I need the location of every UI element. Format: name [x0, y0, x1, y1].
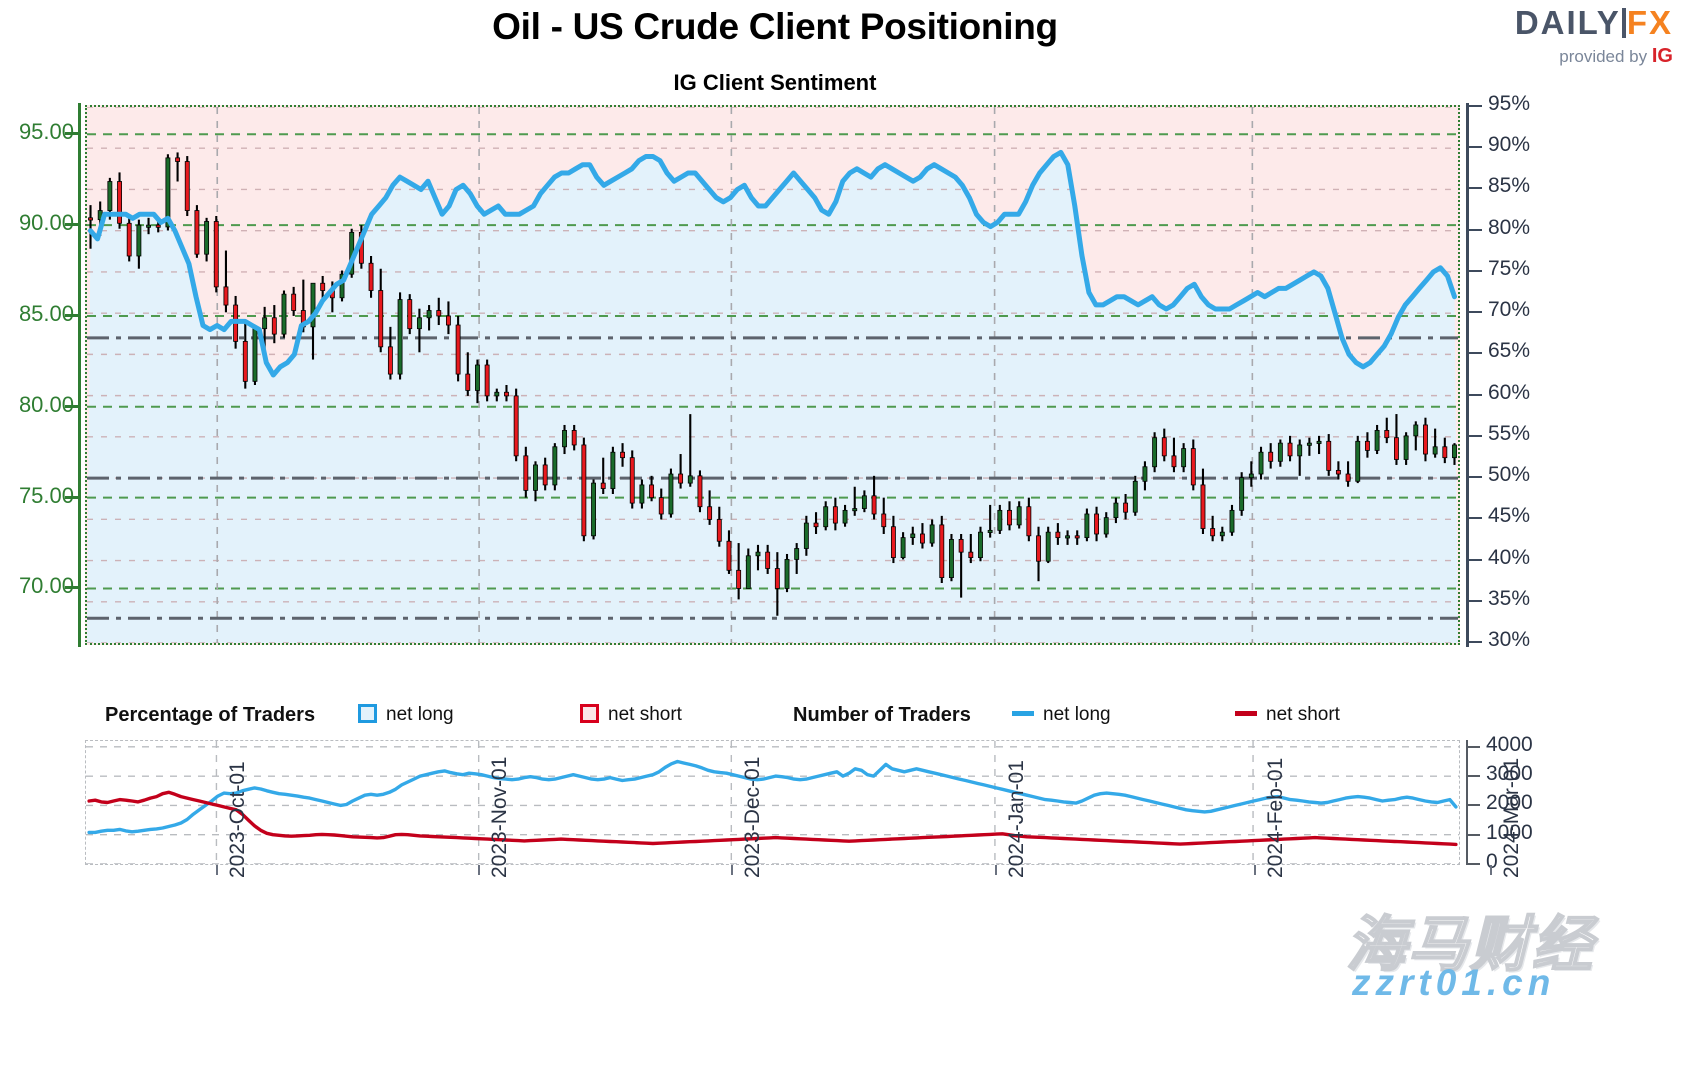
legend-pct-net-long-label: net long — [386, 704, 454, 725]
legend-number-title: Number of Traders — [793, 704, 971, 726]
x-axis-tick — [215, 865, 218, 875]
price-axis-label: 90.00 — [18, 210, 74, 236]
chart-subtitle: IG Client Sentiment — [673, 70, 877, 95]
watermark-cn-text: 海马财经 — [1345, 910, 1594, 979]
dailyfx-logo: DAILY FX provided by IG — [1515, 6, 1673, 68]
traders-axis-spine — [1466, 740, 1468, 865]
percent-axis-label: 65% — [1488, 339, 1531, 363]
traders-axis-label: 3000 — [1486, 762, 1533, 786]
traders-axis-tick — [1468, 833, 1480, 836]
percent-axis-label: 45% — [1488, 504, 1531, 528]
price-axis-tick — [65, 313, 79, 317]
percent-axis-label: 50% — [1488, 463, 1531, 487]
traders-axis-label: 1000 — [1486, 820, 1533, 844]
percent-axis-tick — [1469, 393, 1482, 396]
price-axis-tick — [65, 586, 79, 590]
percent-axis-label: 55% — [1488, 421, 1531, 445]
percent-axis-tick — [1469, 146, 1482, 149]
logo-fx-text: FX — [1626, 4, 1673, 41]
percent-axis-tick — [1469, 476, 1482, 479]
price-axis-tick — [65, 132, 79, 136]
provided-by-text: provided by — [1559, 47, 1648, 66]
price-axis-tick — [65, 223, 79, 227]
number-of-traders-plot — [85, 740, 1460, 865]
x-axis-tick — [995, 865, 998, 875]
price-axis-tick — [65, 495, 79, 499]
watermark-url-text: zzrt01.cn — [1352, 962, 1556, 1003]
x-axis-tick — [478, 865, 481, 875]
logo-candle-bar-icon — [1621, 8, 1626, 38]
percent-axis-label: 70% — [1488, 298, 1531, 322]
price-axis-label: 70.00 — [18, 573, 74, 599]
percent-axis-tick — [1469, 599, 1482, 602]
price-axis-label: 95.00 — [18, 119, 74, 145]
net-short-swatch-icon — [580, 704, 599, 723]
price-axis-label: 80.00 — [18, 391, 74, 417]
watermark: 海马财经 zzrt01.cn — [1338, 900, 1683, 1070]
legend-pct-net-short[interactable]: net short — [580, 704, 682, 726]
x-axis-date-label: 2024-Feb-01 — [1263, 757, 1287, 878]
traders-axis-tick — [1468, 863, 1480, 865]
net-short-line-icon — [1235, 711, 1257, 716]
percent-axis-tick — [1469, 434, 1482, 437]
net-long-swatch-icon — [358, 704, 377, 723]
percent-axis-label: 95% — [1488, 92, 1531, 115]
traders-axis-tick — [1468, 775, 1480, 778]
percent-axis-tick — [1469, 558, 1482, 561]
sentiment-price-plot — [85, 105, 1460, 645]
percent-axis-label: 85% — [1488, 174, 1531, 198]
legend-pct-net-long[interactable]: net long — [358, 704, 454, 726]
price-axis-label: 85.00 — [18, 300, 74, 326]
price-axis-label: 75.00 — [18, 482, 74, 508]
legend-num-net-long[interactable]: net long — [1012, 704, 1111, 726]
x-axis-tick — [1490, 865, 1493, 875]
percent-axis-label: 90% — [1488, 133, 1531, 157]
percent-axis-tick — [1469, 517, 1482, 520]
price-axis-tick — [65, 404, 79, 408]
percent-axis-tick — [1469, 311, 1482, 314]
provided-by-line: provided by IG — [1515, 45, 1673, 68]
percent-axis-tick — [1469, 641, 1482, 643]
chart-legend: Percentage of Traders net long net short… — [0, 700, 1689, 732]
percent-axis-label: 40% — [1488, 545, 1531, 569]
x-axis-date-label: 2024-Mar-01 — [1500, 757, 1524, 878]
x-axis-date-label: 2023-Oct-01 — [225, 761, 249, 878]
chart-header: Oil - US Crude Client Positioning IG Cli… — [0, 0, 1689, 100]
net-long-line-icon — [1012, 711, 1034, 716]
percent-axis-label: 60% — [1488, 380, 1531, 404]
percent-axis-tick — [1469, 228, 1482, 231]
x-axis-date-label: 2024-Jan-01 — [1005, 760, 1029, 878]
legend-num-net-long-label: net long — [1043, 704, 1111, 725]
traders-axis-label: 2000 — [1486, 791, 1533, 815]
legend-num-net-short-label: net short — [1266, 704, 1340, 725]
main-plot-canvas — [87, 107, 1458, 643]
percent-axis-label: 35% — [1488, 586, 1531, 610]
percent-axis-tick — [1469, 187, 1482, 190]
page-title: Oil - US Crude Client Positioning — [492, 6, 1058, 47]
traders-axis-tick — [1468, 745, 1480, 748]
percent-axis-label: 80% — [1488, 215, 1531, 239]
legend-percentage-title: Percentage of Traders — [105, 704, 316, 726]
traders-axis-label: 4000 — [1486, 732, 1533, 756]
percent-axis-label: 75% — [1488, 256, 1531, 280]
ig-text: IG — [1651, 45, 1673, 67]
percent-axis-tick — [1469, 105, 1482, 107]
legend-num-net-short[interactable]: net short — [1235, 704, 1340, 726]
price-axis-spine — [78, 103, 81, 647]
x-axis-tick — [731, 865, 734, 875]
x-axis-tick — [1253, 865, 1256, 875]
percent-axis-tick — [1469, 352, 1482, 355]
x-axis-date-label: 2023-Dec-01 — [741, 756, 765, 878]
legend-pct-net-short-label: net short — [608, 704, 682, 725]
percent-axis-spine — [1466, 103, 1469, 647]
dailyfx-wordmark: DAILY FX — [1515, 6, 1673, 39]
logo-daily-text: DAILY — [1514, 4, 1621, 41]
x-axis-date-label: 2023-Nov-01 — [488, 756, 512, 878]
percent-axis-label: 30% — [1488, 628, 1531, 651]
sub-plot-canvas — [86, 741, 1459, 864]
traders-axis-tick — [1468, 804, 1480, 807]
traders-axis-label: 0 — [1486, 850, 1498, 873]
percent-axis-tick — [1469, 269, 1482, 272]
